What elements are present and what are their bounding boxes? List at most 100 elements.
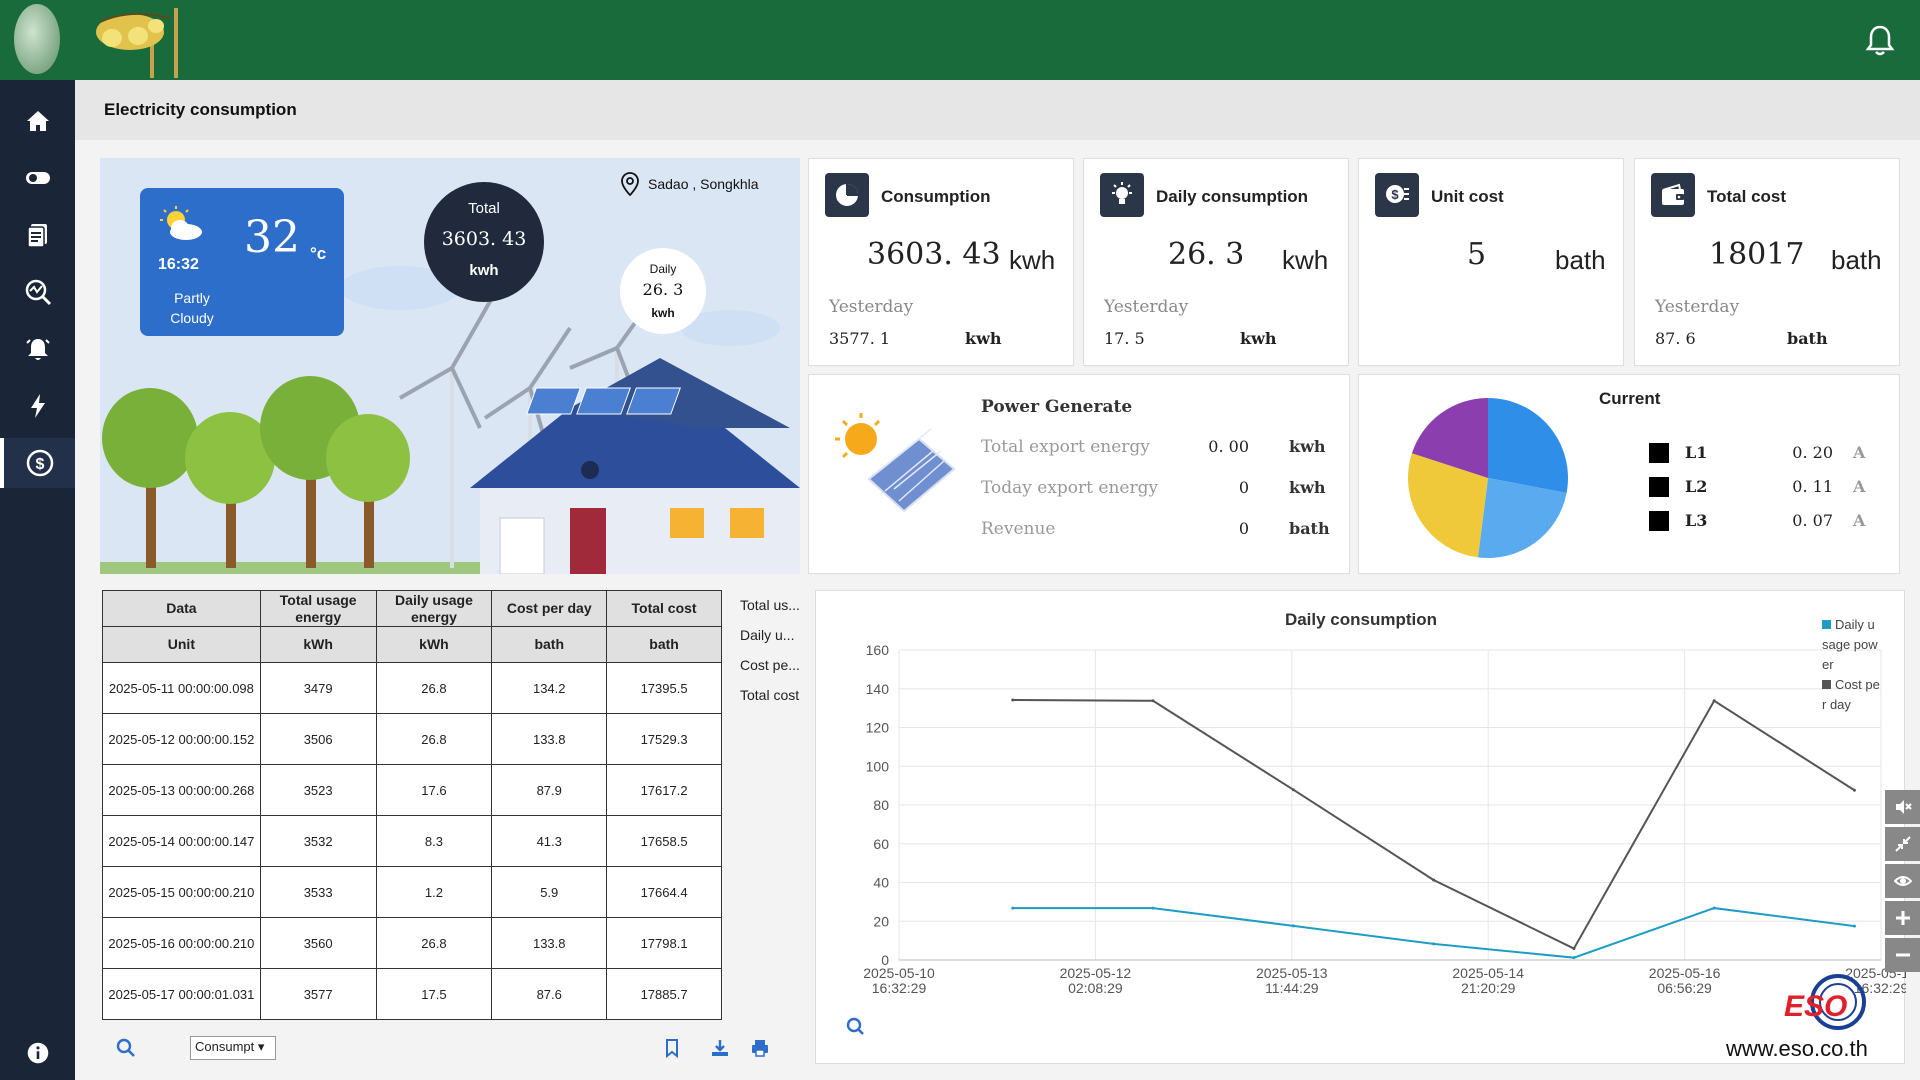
total-usage-cell: 3506 xyxy=(259,713,377,765)
sidebar-item-reports[interactable] xyxy=(0,210,75,260)
column-toggle-item[interactable]: Total cost xyxy=(740,687,800,703)
yesterday-value: 87. 6 xyxy=(1655,329,1696,348)
x-tick-label: 2025-05-13 11:44:29 xyxy=(1256,965,1328,996)
card-value: 3603. 43 xyxy=(867,237,1001,272)
total-cost-cell: 17658.5 xyxy=(606,815,722,867)
print-icon[interactable] xyxy=(750,1038,770,1058)
data-point xyxy=(1712,906,1716,910)
card-title: Total cost xyxy=(1707,187,1787,206)
phase-l3-label: L3 xyxy=(1685,511,1708,530)
y-tick-label: 40 xyxy=(873,875,889,891)
sidebar-item-energy[interactable] xyxy=(0,381,75,431)
daily-bubble-value: 26. 3 xyxy=(642,280,684,299)
company-url[interactable]: www.eso.co.th xyxy=(1726,1036,1868,1061)
zoom-in-button[interactable] xyxy=(1885,901,1920,935)
total-bubble-label: Total xyxy=(468,200,500,217)
page-title: Electricity consumption xyxy=(104,100,297,119)
mute-button[interactable] xyxy=(1885,790,1920,824)
x-tick-time: 11:44:29 xyxy=(1265,980,1319,996)
column-toggle-item[interactable]: Total us... xyxy=(740,597,800,613)
date-cell: 2025-05-11 00:00:00.098 xyxy=(102,662,261,714)
column-header[interactable]: Daily usage energy xyxy=(375,590,493,627)
legend-swatch-l1 xyxy=(1649,443,1669,463)
toggle-icon xyxy=(25,172,50,184)
date-cell: 2025-05-17 00:00:01.031 xyxy=(102,968,261,1020)
x-tick-label: 2025-05-14 21:20:29 xyxy=(1452,965,1524,996)
chart-search-icon[interactable] xyxy=(846,1017,864,1035)
table-row[interactable]: 2025-05-14 00:00:00.147 3532 8.3 41.3 17658.… xyxy=(102,815,722,867)
daily-consumption-chart-panel: Daily consumption 0 20 40 60 80 100 120 140 160 20… xyxy=(815,590,1906,1064)
table-header-row: Data Total usage energy Daily usage ener… xyxy=(102,590,722,627)
current-pie-chart xyxy=(1408,398,1568,558)
total-cost-card: Total cost 18017 bath Yesterday 87. 6 ba… xyxy=(1634,158,1900,366)
phase-l1-unit: A xyxy=(1853,443,1866,462)
sidebar-item-home[interactable] xyxy=(0,96,75,146)
document-icon xyxy=(26,224,47,248)
collapse-button[interactable] xyxy=(1885,827,1920,861)
current-title: Current xyxy=(1599,389,1661,408)
sidebar-item-cost[interactable]: $ xyxy=(0,438,75,488)
date-cell: 2025-05-15 00:00:00.210 xyxy=(102,866,261,918)
data-type-select[interactable]: Consumpt ▾ xyxy=(190,1036,276,1060)
lightbulb-icon xyxy=(1112,182,1132,204)
card-unit: bath xyxy=(1831,245,1882,275)
data-point xyxy=(1712,699,1716,703)
table-row[interactable]: 2025-05-13 00:00:00.268 3523 17.6 87.9 17617… xyxy=(102,764,722,816)
zoom-out-button[interactable] xyxy=(1885,938,1920,972)
data-point xyxy=(1151,699,1155,703)
partly-cloudy-icon xyxy=(160,206,202,240)
y-tick-label: 160 xyxy=(866,642,890,658)
revenue-value: 0 xyxy=(1238,519,1249,538)
sidebar-item-analytics[interactable] xyxy=(0,267,75,317)
table-row[interactable]: 2025-05-15 00:00:00.210 3533 1.2 5.9 17664.4 xyxy=(102,866,722,918)
phase-l1-value: 0. 20 xyxy=(1792,443,1833,462)
svg-text:$: $ xyxy=(35,456,44,473)
table-row[interactable]: 2025-05-16 00:00:00.210 3560 26.8 133.8 1779… xyxy=(102,917,722,969)
mute-icon xyxy=(1895,800,1912,814)
bookmark-icon[interactable] xyxy=(662,1038,682,1058)
view-button[interactable] xyxy=(1885,864,1920,898)
column-header[interactable]: Data xyxy=(102,590,261,627)
column-toggle-item[interactable]: Cost pe... xyxy=(740,657,800,673)
table-row[interactable]: 2025-05-17 00:00:01.031 3577 17.5 87.6 17885… xyxy=(102,968,722,1020)
column-toggle-item[interactable]: Daily u... xyxy=(740,627,795,643)
date-cell: 2025-05-13 00:00:00.268 xyxy=(102,764,261,816)
chart-title: Daily consumption xyxy=(1285,610,1437,629)
data-point xyxy=(1011,906,1015,910)
x-tick-label: 2025-05-10 16:32:29 xyxy=(863,965,935,996)
series-line xyxy=(1012,907,1855,959)
wallet-icon xyxy=(1662,183,1684,205)
column-header[interactable]: Cost per day xyxy=(491,590,608,627)
pie-chart-icon xyxy=(836,184,858,206)
sidebar-item-info[interactable] xyxy=(0,1028,75,1078)
column-header[interactable]: Total cost xyxy=(606,590,722,627)
info-icon xyxy=(27,1042,48,1064)
column-header[interactable]: Total usage energy xyxy=(259,590,377,627)
temperature-value: 32 xyxy=(244,212,300,263)
phase-l1-label: L1 xyxy=(1685,443,1708,462)
yesterday-value: 3577. 1 xyxy=(829,329,891,348)
legend-label: r day xyxy=(1822,697,1851,712)
table-row[interactable]: 2025-05-11 00:00:00.098 3479 26.8 134.2 1739… xyxy=(102,662,722,714)
sidebar-item-alarms[interactable] xyxy=(0,324,75,374)
side-toolbar xyxy=(1885,790,1920,975)
x-tick-time: 16:32:29 xyxy=(1854,980,1906,996)
card-icon-box xyxy=(825,173,869,217)
total-cost-cell: 17395.5 xyxy=(606,662,722,714)
x-tick-label: 2025-05-12 02:08:29 xyxy=(1060,965,1132,996)
download-icon[interactable] xyxy=(710,1038,730,1058)
total-export-label: Total export energy xyxy=(981,437,1150,457)
y-tick-label: 140 xyxy=(866,681,890,697)
notification-bell-icon[interactable] xyxy=(1865,24,1895,56)
power-generate-card: Power Generate Total export energy 0. 00… xyxy=(808,374,1350,574)
sidebar-item-controls[interactable] xyxy=(0,153,75,203)
data-point xyxy=(1011,698,1015,702)
search-icon[interactable] xyxy=(116,1038,136,1058)
alarm-icon xyxy=(25,339,50,360)
page-header xyxy=(75,80,1920,140)
total-usage-cell: 3532 xyxy=(259,815,377,867)
table-row[interactable]: 2025-05-12 00:00:00.152 3506 26.8 133.8 1752… xyxy=(102,713,722,765)
daily-consumption-card: Daily consumption 26. 3 kwh Yesterday 17… xyxy=(1083,158,1349,366)
weather-card: 32 °c 16:32 Partly Cloudy xyxy=(140,188,344,336)
date-cell: 2025-05-12 00:00:00.152 xyxy=(102,713,261,765)
